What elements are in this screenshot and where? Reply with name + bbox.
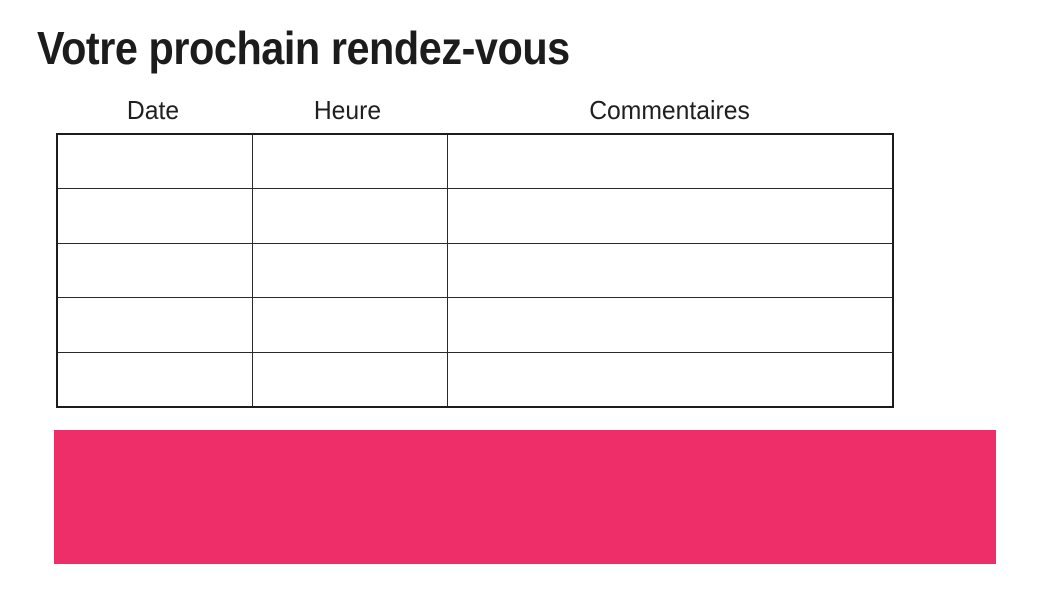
table-cell <box>58 244 252 297</box>
table-cell <box>58 135 252 188</box>
highlight-bar <box>54 430 996 564</box>
table-cell <box>447 352 892 407</box>
table-row <box>58 188 892 243</box>
table-row <box>58 351 892 407</box>
table-header-row: Date Heure Commentaires <box>56 95 894 125</box>
column-header-heure: Heure <box>313 95 382 125</box>
appointments-table <box>56 133 894 408</box>
table-cell <box>252 243 447 298</box>
table-cell <box>58 298 252 351</box>
column-header-date: Date <box>126 95 180 125</box>
column-header-commentaires: Commentaires <box>589 95 750 125</box>
table-cell <box>252 352 447 407</box>
table-cell <box>447 298 892 352</box>
table-cell <box>252 135 447 189</box>
table-cell <box>447 189 892 243</box>
table-row <box>58 242 892 298</box>
table-cell <box>447 135 892 189</box>
table-cell <box>58 189 252 242</box>
table-cell <box>447 243 892 298</box>
table-row <box>58 135 892 189</box>
table-cell <box>58 353 252 406</box>
table-row <box>58 297 892 352</box>
table-cell <box>252 189 447 243</box>
page-title: Votre prochain rendez-vous <box>37 22 570 74</box>
table-cell <box>252 298 447 352</box>
